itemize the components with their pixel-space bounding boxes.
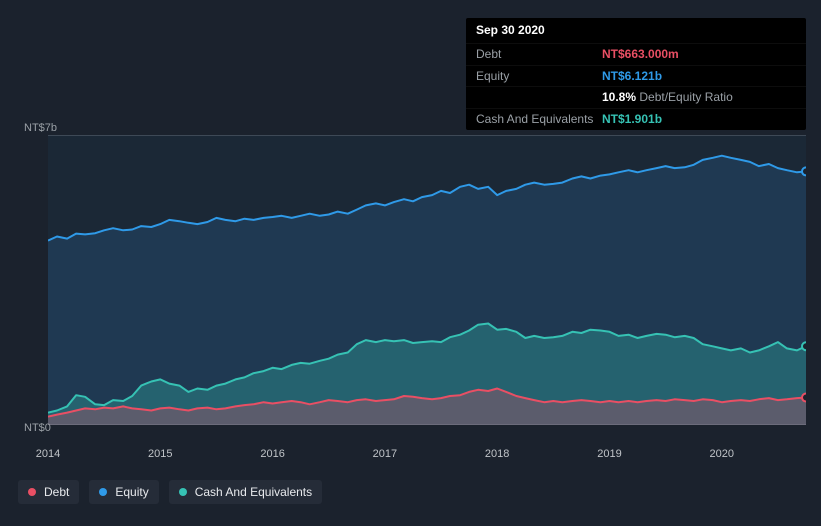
tooltip-row: EquityNT$6.121b [466, 65, 806, 87]
x-tick-label: 2015 [148, 448, 172, 460]
end-marker-debt [802, 394, 806, 402]
y-axis-max-label: NT$7b [24, 122, 57, 134]
x-tick-label: 2018 [485, 448, 509, 460]
end-marker-equity [802, 167, 806, 175]
tooltip-row-value: 10.8% Debt/Equity Ratio [602, 89, 733, 106]
tooltip-row-value: NT$663.000m [602, 46, 679, 63]
tooltip-row: 10.8% Debt/Equity Ratio [466, 86, 806, 108]
legend-dot-icon [28, 488, 36, 496]
legend-item-equity[interactable]: Equity [89, 480, 158, 504]
legend-label: Debt [44, 485, 69, 499]
tooltip-row: Cash And EquivalentsNT$1.901b [466, 108, 806, 130]
tooltip-row-label: Equity [476, 68, 602, 85]
tooltip-row-value: NT$6.121b [602, 68, 662, 85]
chart-svg [48, 135, 806, 425]
x-tick-label: 2020 [710, 448, 734, 460]
debt-equity-chart [48, 135, 806, 425]
data-tooltip: Sep 30 2020 DebtNT$663.000mEquityNT$6.12… [466, 18, 806, 130]
tooltip-row: DebtNT$663.000m [466, 43, 806, 65]
legend-dot-icon [179, 488, 187, 496]
x-tick-label: 2014 [36, 448, 60, 460]
x-tick-label: 2016 [260, 448, 284, 460]
tooltip-row-value: NT$1.901b [602, 111, 662, 128]
legend-item-cash-and-equivalents[interactable]: Cash And Equivalents [169, 480, 322, 504]
legend-item-debt[interactable]: Debt [18, 480, 79, 504]
end-marker-cash [802, 342, 806, 350]
x-axis-labels: 2014 2015 2016 2017 2018 2019 2020 [0, 448, 821, 462]
x-tick-label: 2017 [373, 448, 397, 460]
tooltip-row-label: Cash And Equivalents [476, 111, 602, 128]
legend-label: Cash And Equivalents [195, 485, 312, 499]
legend-dot-icon [99, 488, 107, 496]
legend-label: Equity [115, 485, 148, 499]
tooltip-row-label: Debt [476, 46, 602, 63]
tooltip-date: Sep 30 2020 [466, 18, 806, 43]
y-axis-min-label: NT$0 [24, 422, 51, 434]
chart-legend: Debt Equity Cash And Equivalents [18, 480, 322, 504]
x-tick-label: 2019 [597, 448, 621, 460]
